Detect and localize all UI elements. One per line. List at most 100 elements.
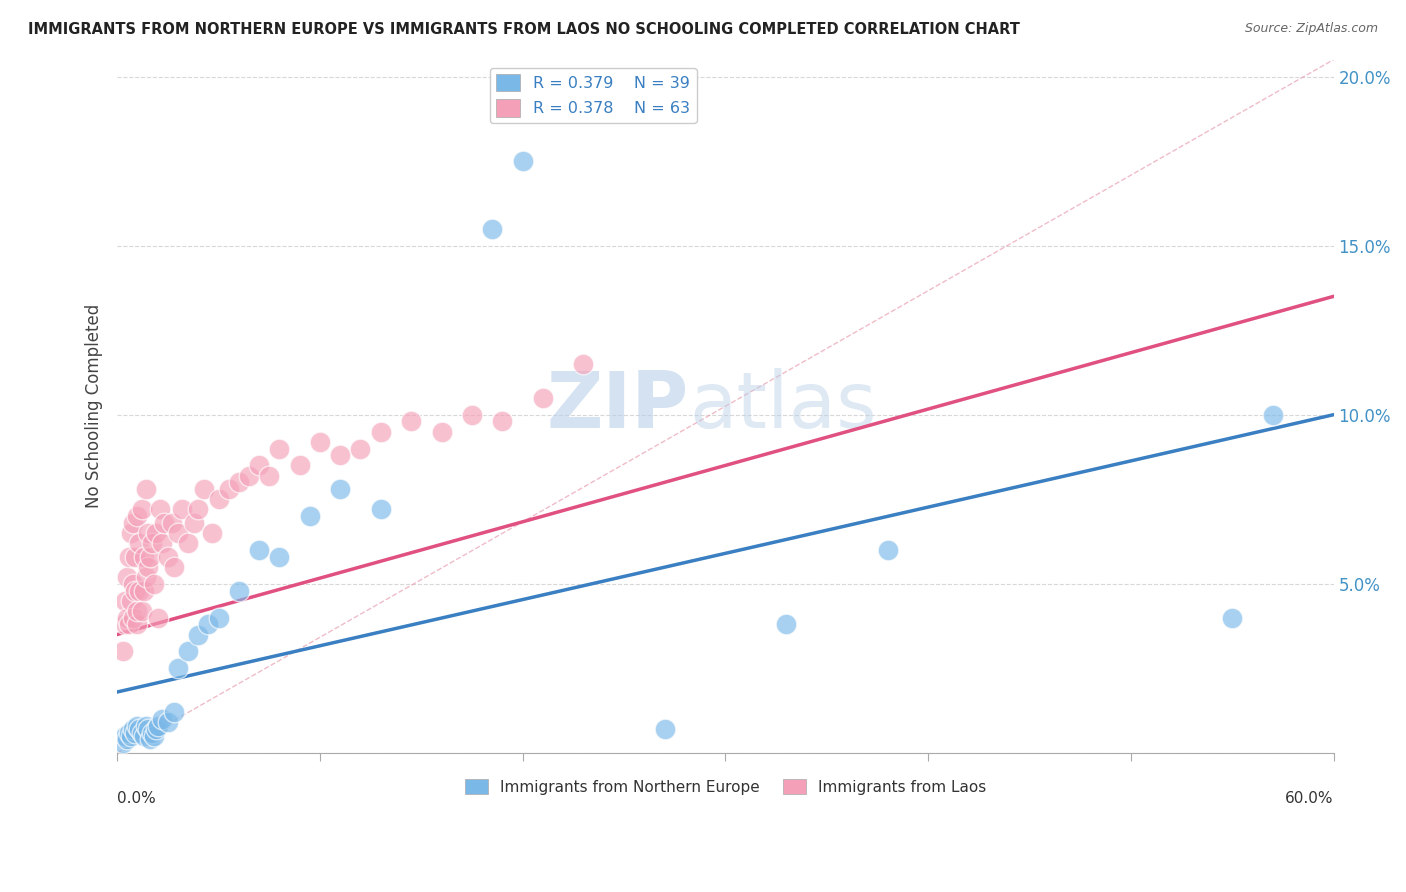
Point: [150, 536, 173, 550]
Point: [298, 509, 321, 524]
Point: [112, 644, 135, 658]
Point: [201, 526, 224, 541]
Point: [112, 736, 135, 750]
Point: [124, 725, 146, 739]
Point: [135, 570, 157, 584]
Point: [127, 719, 149, 733]
Point: [153, 516, 176, 530]
Y-axis label: No Schooling Completed: No Schooling Completed: [86, 304, 103, 508]
Point: [114, 617, 136, 632]
Point: [138, 549, 160, 564]
Point: [187, 502, 209, 516]
Point: [247, 543, 270, 558]
Point: [132, 583, 155, 598]
Point: [163, 560, 186, 574]
Point: [118, 617, 141, 632]
Point: [114, 729, 136, 743]
Point: [156, 549, 179, 564]
Point: [156, 715, 179, 730]
Point: [146, 610, 169, 624]
Point: [145, 526, 167, 541]
Text: IMMIGRANTS FROM NORTHERN EUROPE VS IMMIGRANTS FROM LAOS NO SCHOOLING COMPLETED C: IMMIGRANTS FROM NORTHERN EUROPE VS IMMIG…: [28, 22, 1019, 37]
Point: [228, 475, 250, 490]
Point: [149, 502, 172, 516]
Point: [197, 617, 219, 632]
Point: [135, 482, 157, 496]
Point: [207, 610, 229, 624]
Point: [136, 560, 159, 574]
Point: [572, 357, 595, 371]
Point: [114, 593, 136, 607]
Point: [131, 502, 153, 516]
Point: [122, 610, 145, 624]
Text: 0.0%: 0.0%: [117, 791, 156, 806]
Point: [170, 502, 193, 516]
Point: [654, 722, 676, 736]
Point: [120, 526, 142, 541]
Point: [118, 549, 141, 564]
Point: [167, 661, 190, 675]
Point: [127, 617, 149, 632]
Text: ZIP: ZIP: [547, 368, 689, 444]
Point: [117, 570, 139, 584]
Point: [142, 729, 165, 743]
Point: [218, 482, 240, 496]
Point: [124, 583, 146, 598]
Point: [145, 722, 167, 736]
Point: [136, 526, 159, 541]
Point: [120, 593, 142, 607]
Point: [461, 408, 484, 422]
Point: [132, 549, 155, 564]
Point: [269, 549, 291, 564]
Point: [135, 719, 157, 733]
Point: [775, 617, 797, 632]
Point: [146, 719, 169, 733]
Point: [329, 482, 352, 496]
Point: [288, 458, 311, 473]
Point: [141, 725, 163, 739]
Point: [257, 468, 280, 483]
Point: [163, 706, 186, 720]
Point: [120, 729, 142, 743]
Point: [247, 458, 270, 473]
Point: [876, 543, 898, 558]
Point: [309, 434, 332, 449]
Point: [124, 549, 146, 564]
Point: [142, 576, 165, 591]
Point: [160, 516, 183, 530]
Point: [122, 722, 145, 736]
Point: [183, 516, 205, 530]
Point: [370, 425, 392, 439]
Point: [122, 576, 145, 591]
Point: [136, 722, 159, 736]
Point: [177, 536, 200, 550]
Point: [131, 725, 153, 739]
Point: [481, 221, 503, 235]
Point: [122, 516, 145, 530]
Point: [238, 468, 260, 483]
Point: [193, 482, 215, 496]
Point: [117, 732, 139, 747]
Point: [127, 604, 149, 618]
Point: [127, 509, 149, 524]
Point: [370, 502, 392, 516]
Point: [329, 448, 352, 462]
Point: [167, 526, 190, 541]
Point: [531, 391, 554, 405]
Point: [1261, 408, 1284, 422]
Point: [128, 536, 150, 550]
Text: 60.0%: 60.0%: [1285, 791, 1334, 806]
Point: [128, 583, 150, 598]
Text: Source: ZipAtlas.com: Source: ZipAtlas.com: [1244, 22, 1378, 36]
Point: [117, 610, 139, 624]
Point: [228, 583, 250, 598]
Text: atlas: atlas: [689, 368, 876, 444]
Point: [128, 722, 150, 736]
Point: [512, 154, 534, 169]
Point: [1220, 610, 1243, 624]
Point: [187, 627, 209, 641]
Point: [269, 442, 291, 456]
Point: [138, 732, 160, 747]
Point: [491, 414, 513, 428]
Point: [430, 425, 453, 439]
